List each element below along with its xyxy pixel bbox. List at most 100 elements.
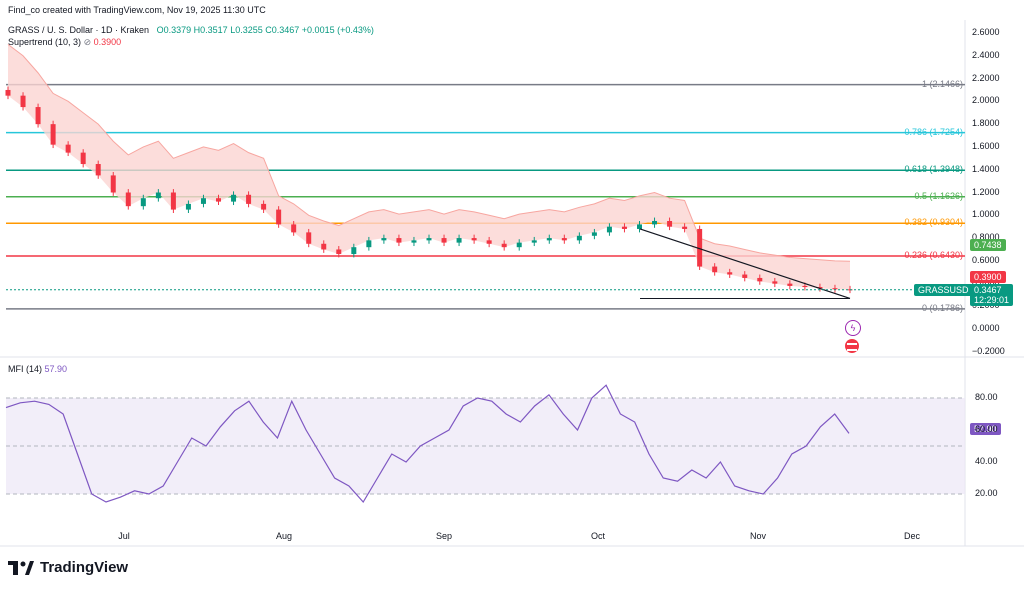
supertrend-label: Supertrend (10, 3) xyxy=(8,37,82,47)
candle xyxy=(231,194,237,202)
symbol-tag: GRASSUSD xyxy=(914,284,973,296)
ohlc-low: L0.3255 xyxy=(230,25,263,35)
candle xyxy=(411,240,417,243)
countdown: 12:29:01 xyxy=(974,295,1010,305)
mfi-line xyxy=(5,384,850,504)
fib-label: 0.618 (1.3948) xyxy=(904,164,963,175)
price-tag-supertrend: 0.3900 xyxy=(970,271,1006,283)
price-tick-label: 0.0000 xyxy=(972,323,1000,334)
candle xyxy=(832,288,838,290)
candle xyxy=(321,243,327,250)
candle xyxy=(140,198,146,207)
candle xyxy=(787,283,793,286)
candle xyxy=(757,277,763,282)
supertrend-fill xyxy=(8,44,850,290)
fib-label: 0.786 (1.7254) xyxy=(904,126,963,137)
mfi-legend[interactable]: MFI (14) 57.90 xyxy=(8,364,67,374)
candle xyxy=(456,238,462,243)
candle xyxy=(351,247,357,255)
lightning-icon[interactable]: ϟ xyxy=(845,320,861,336)
ohlc-high: H0.3517 xyxy=(193,25,228,35)
mfi-tick-label: 20.00 xyxy=(975,488,998,498)
price-tick-label: 0.8000 xyxy=(972,232,1000,243)
candle xyxy=(276,209,282,225)
candle xyxy=(80,152,86,165)
mfi-label: MFI (14) xyxy=(8,364,43,374)
last-price-tag: 0.3467 12:29:01 xyxy=(970,284,1014,306)
eye-icon[interactable]: ⊘ xyxy=(83,37,92,47)
candle xyxy=(125,192,131,207)
last-price: 0.3467 xyxy=(974,285,1002,295)
price-tick-label: −0.2000 xyxy=(972,346,1005,356)
candle xyxy=(561,238,567,241)
price-tick-label: 2.4000 xyxy=(972,49,1000,60)
candle xyxy=(802,285,808,288)
price-tick-label: 1.4000 xyxy=(972,163,1000,174)
candle xyxy=(501,243,507,248)
mfi-value: 57.90 xyxy=(44,364,68,374)
candle xyxy=(396,238,402,243)
candle xyxy=(381,238,387,241)
candle xyxy=(200,198,206,204)
mfi-tick-label: 60.00 xyxy=(975,424,998,434)
trend-line xyxy=(639,228,851,300)
supertrend-legend[interactable]: Supertrend (10, 3) ⊘ 0.3900 xyxy=(8,37,121,48)
candle xyxy=(606,226,612,233)
candle xyxy=(772,281,778,284)
mfi-last-tag: 57.90 xyxy=(970,423,1001,435)
candle xyxy=(50,124,56,145)
candle xyxy=(591,232,597,236)
candle xyxy=(95,164,101,176)
candle xyxy=(637,224,642,229)
fib-label: 0.382 (0.9304) xyxy=(904,217,963,228)
time-tick-label: Jul xyxy=(118,531,130,541)
candle xyxy=(20,95,26,108)
candle xyxy=(185,203,191,210)
candle xyxy=(291,224,297,233)
price-tick-label: 1.2000 xyxy=(972,186,1000,197)
candle xyxy=(155,192,161,199)
us-flag-icon[interactable] xyxy=(845,339,859,353)
credit-text: Find_co created with TradingView.com, No… xyxy=(8,5,266,15)
candle xyxy=(712,266,718,273)
time-tick-label: Aug xyxy=(275,531,293,541)
fib-label: 0.5 (1.1626) xyxy=(914,190,963,201)
mfi-tick-label: 40.00 xyxy=(975,456,998,466)
candle xyxy=(336,249,342,255)
candle xyxy=(516,242,522,248)
candle xyxy=(667,220,673,227)
candle xyxy=(682,226,688,229)
time-tick-label: Dec xyxy=(903,531,921,541)
price-tick-label: 1.6000 xyxy=(972,140,1000,151)
candle xyxy=(742,274,748,278)
fib-label: 1 (2.1466) xyxy=(921,78,963,89)
ohlc-change: +0.0015 (+0.43%) xyxy=(301,25,374,35)
candle xyxy=(426,238,432,241)
price-tick-label: 2.6000 xyxy=(972,27,1000,37)
candle xyxy=(170,192,176,210)
candle xyxy=(471,238,477,241)
time-tick-label: Oct xyxy=(590,531,606,541)
fib-label: 0.236 (0.6430) xyxy=(904,249,963,260)
candle xyxy=(531,240,537,243)
candle xyxy=(546,238,552,241)
ohlc-close: C0.3467 xyxy=(265,25,300,35)
fib-label: 0 (0.1786) xyxy=(921,302,963,313)
price-tick-label: 0.6000 xyxy=(972,254,1000,265)
price-tick-label: 1.8000 xyxy=(972,118,1000,129)
tradingview-logo[interactable]: TradingView xyxy=(8,559,128,576)
candle xyxy=(366,240,372,248)
candle xyxy=(441,238,447,243)
candle xyxy=(817,287,823,289)
tradingview-logo-icon xyxy=(8,560,34,575)
time-tick-label: Nov xyxy=(749,531,767,541)
price-tick-label: 2.2000 xyxy=(972,72,1000,83)
mfi-tick-label: 80.00 xyxy=(975,392,998,402)
brand-name: TradingView xyxy=(40,559,129,576)
time-tick-label: Sep xyxy=(435,531,453,541)
candle xyxy=(110,175,116,193)
candle xyxy=(621,226,627,229)
symbol-title: GRASS / U. S. Dollar · 1D · Kraken xyxy=(8,25,150,35)
candle xyxy=(35,107,41,125)
